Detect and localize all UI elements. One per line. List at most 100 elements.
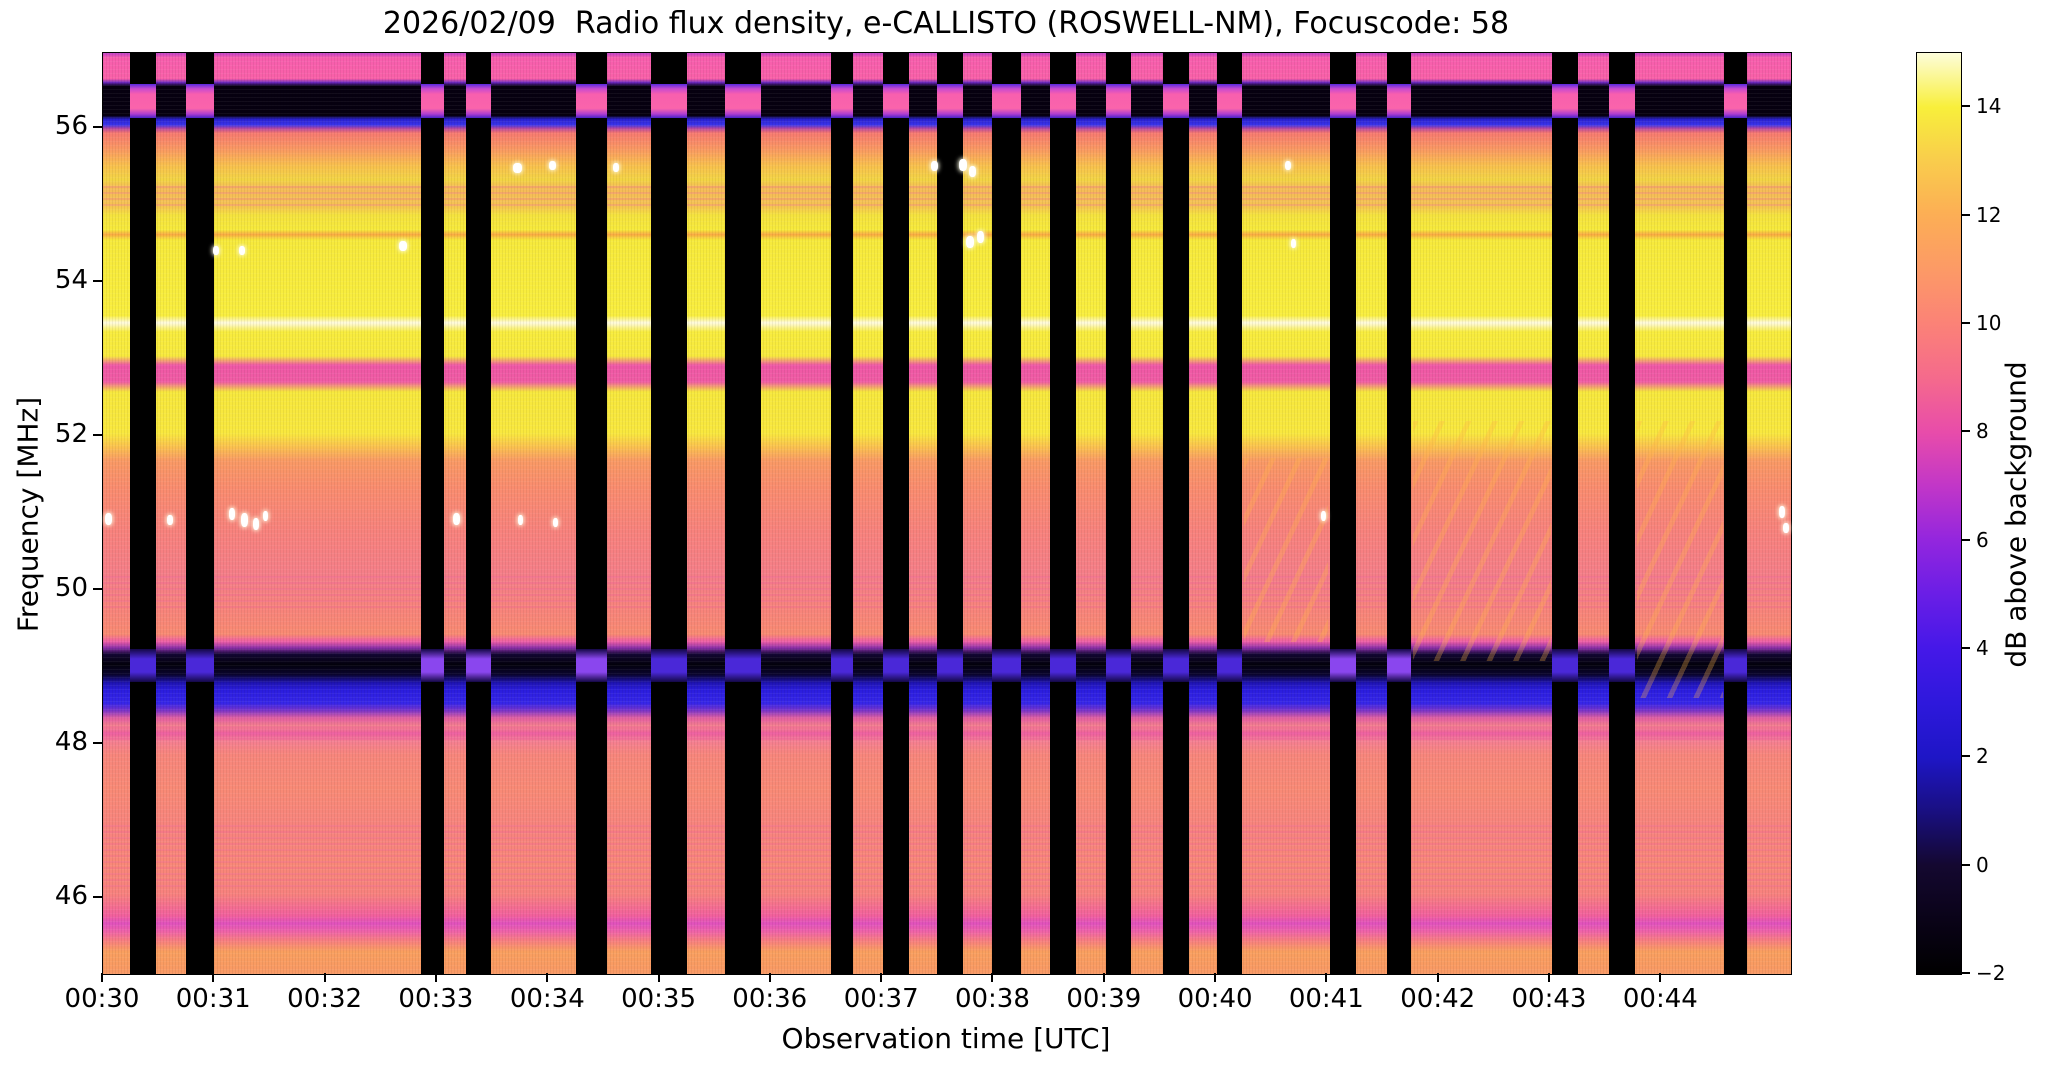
time-gap-stripe — [831, 53, 853, 974]
burst-mark — [553, 518, 559, 528]
y-tick-mark — [93, 279, 102, 282]
x-tick-mark — [768, 973, 771, 982]
colorbar-tick-mark — [1962, 863, 1970, 866]
colorbar-tick-label: 8 — [1976, 419, 1989, 444]
x-tick-mark — [1325, 973, 1328, 982]
gap-pink-block — [1551, 84, 1578, 119]
chart-title: 2026/02/09 Radio flux density, e-CALLIST… — [382, 6, 1510, 41]
burst-mark — [518, 515, 524, 526]
time-gap-stripe — [725, 53, 761, 974]
time-gap-stripe — [1106, 53, 1131, 974]
x-tick-label: 00:43 — [1511, 984, 1587, 1014]
gap-violet-blob — [1387, 648, 1412, 683]
colorbar-tick-label: 12 — [1976, 202, 2002, 227]
gap-pink-block — [465, 84, 492, 119]
gap-pink-block — [1330, 84, 1356, 119]
x-tick-label: 00:37 — [843, 984, 919, 1014]
burst-mark — [548, 160, 556, 170]
colorbar-tick-label: 4 — [1976, 635, 1989, 660]
y-tick-label: 50 — [54, 573, 88, 604]
burst-mark — [1779, 506, 1786, 519]
x-tick-mark — [1547, 973, 1550, 982]
x-tick-mark — [1102, 973, 1105, 982]
burst-mark — [166, 515, 173, 526]
x-tick-label: 00:39 — [1066, 984, 1142, 1014]
time-gap-stripe — [1217, 53, 1243, 974]
colorbar-tick-label: −2 — [1976, 961, 2006, 985]
diagonal-streak-zone — [1244, 458, 1329, 643]
x-tick-label: 00:32 — [287, 984, 363, 1014]
x-tick-label: 00:38 — [954, 984, 1030, 1014]
colorbar-tick-mark — [1962, 430, 1970, 433]
y-tick-mark — [93, 742, 102, 745]
colorbar-tick-label: 2 — [1976, 744, 1989, 769]
gap-pink-block — [992, 84, 1021, 119]
colorbar — [1916, 52, 1962, 975]
gap-pink-block — [575, 84, 608, 119]
burst-mark — [399, 240, 408, 251]
gap-pink-block — [1609, 84, 1636, 119]
gap-pink-block — [421, 84, 444, 119]
gap-pink-block — [650, 84, 688, 119]
diagonal-streak-zone — [1412, 421, 1552, 661]
time-gap-stripe — [883, 53, 909, 974]
colorbar-tick-label: 0 — [1976, 852, 1989, 877]
burst-mark — [452, 512, 460, 525]
gap-pink-block — [1106, 84, 1131, 119]
burst-mark — [1291, 239, 1296, 249]
colorbar-tick-mark — [1962, 321, 1970, 324]
gap-violet-blob — [130, 648, 156, 683]
gap-violet-blob — [421, 648, 444, 683]
gap-violet-blob — [937, 648, 964, 683]
x-tick-label: 00:36 — [732, 984, 808, 1014]
y-tick-label: 54 — [54, 264, 88, 295]
burst-mark — [930, 160, 938, 171]
x-tick-label: 00:30 — [64, 984, 140, 1014]
y-tick-mark — [93, 434, 102, 437]
time-gap-stripe — [650, 53, 688, 974]
time-gap-stripe — [421, 53, 444, 974]
gap-pink-block — [1217, 84, 1243, 119]
gap-violet-blob — [575, 648, 608, 683]
y-tick-label: 46 — [54, 881, 88, 912]
time-gap-stripe — [992, 53, 1021, 974]
y-tick-mark — [93, 125, 102, 128]
x-tick-label: 00:35 — [621, 984, 696, 1014]
colorbar-label: dB above background — [1999, 361, 2033, 668]
colorbar-tick-mark — [1962, 755, 1970, 758]
x-tick-mark — [212, 973, 215, 982]
gap-pink-block — [186, 84, 215, 119]
gap-violet-blob — [1330, 648, 1356, 683]
x-axis-label: Observation time [UTC] — [781, 1022, 1111, 1055]
x-tick-mark — [1436, 973, 1439, 982]
gap-violet-blob — [650, 648, 688, 683]
burst-mark — [958, 158, 967, 171]
gap-pink-block — [1049, 84, 1076, 119]
x-tick-label: 00:31 — [175, 984, 251, 1014]
time-gap-stripe — [130, 53, 156, 974]
burst-mark — [1321, 510, 1327, 521]
gap-violet-blob — [883, 648, 909, 683]
time-gap-stripe — [1163, 53, 1190, 974]
x-tick-label: 00:41 — [1288, 984, 1364, 1014]
gap-violet-blob — [1163, 648, 1190, 683]
y-tick-label: 48 — [54, 727, 88, 758]
x-tick-mark — [323, 973, 326, 982]
time-gap-stripe — [937, 53, 964, 974]
time-gap-stripe — [1049, 53, 1076, 974]
gap-violet-blob — [1551, 648, 1578, 683]
time-gap-stripe — [1551, 53, 1578, 974]
gap-violet-blob — [186, 648, 215, 683]
colorbar-tick-mark — [1962, 213, 1970, 216]
gap-violet-blob — [1609, 648, 1636, 683]
gap-violet-blob — [1049, 648, 1076, 683]
colorbar-tick-label: 6 — [1976, 527, 1989, 552]
colorbar-tick-label: 10 — [1976, 310, 2002, 335]
burst-mark — [105, 512, 113, 525]
x-tick-mark — [657, 973, 660, 982]
gap-violet-blob — [465, 648, 492, 683]
diagonal-streak-zone — [1637, 421, 1724, 698]
y-tick-mark — [93, 588, 102, 591]
burst-mark — [513, 162, 522, 173]
